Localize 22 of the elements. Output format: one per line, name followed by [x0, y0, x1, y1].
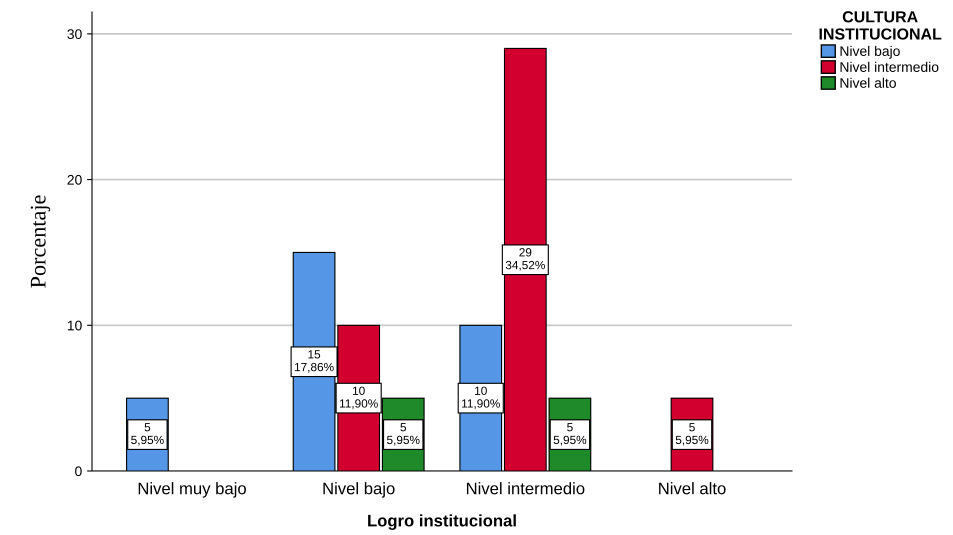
- data-label: 5 5,95%: [554, 423, 586, 446]
- legend-label: Nivel bajo: [840, 46, 900, 59]
- legend-label: Nivel intermedio: [840, 62, 938, 72]
- x-tick-label: Nivel intermedio: [466, 482, 584, 494]
- y-tick-label: 0: [75, 466, 82, 476]
- data-label: 29 34,52%: [506, 248, 545, 271]
- data-label: 10 11,90%: [462, 386, 500, 410]
- x-tick-label: Nivel bajo: [323, 482, 395, 498]
- legend-label: Nivel alto: [840, 78, 896, 88]
- data-label: 5 5,95%: [676, 423, 708, 446]
- y-tick-label: 20: [68, 174, 82, 185]
- data-label: 5 5,95%: [131, 423, 164, 446]
- data-label: 10 11,90%: [340, 386, 378, 410]
- legend-title: CULTURA INSTITUCIONAL: [820, 11, 942, 40]
- data-label: 15 17,86%: [294, 350, 334, 373]
- x-tick-label: Nivel alto: [659, 482, 726, 494]
- x-axis-title: Logro institucional: [368, 514, 516, 530]
- data-label: 5 5,95%: [386, 423, 420, 446]
- y-tick-label: 30: [67, 29, 82, 40]
- y-tick-label: 10: [68, 320, 82, 330]
- x-tick-label: Nivel muy bajo: [138, 482, 246, 498]
- y-axis-title: Porcentaje: [30, 195, 50, 288]
